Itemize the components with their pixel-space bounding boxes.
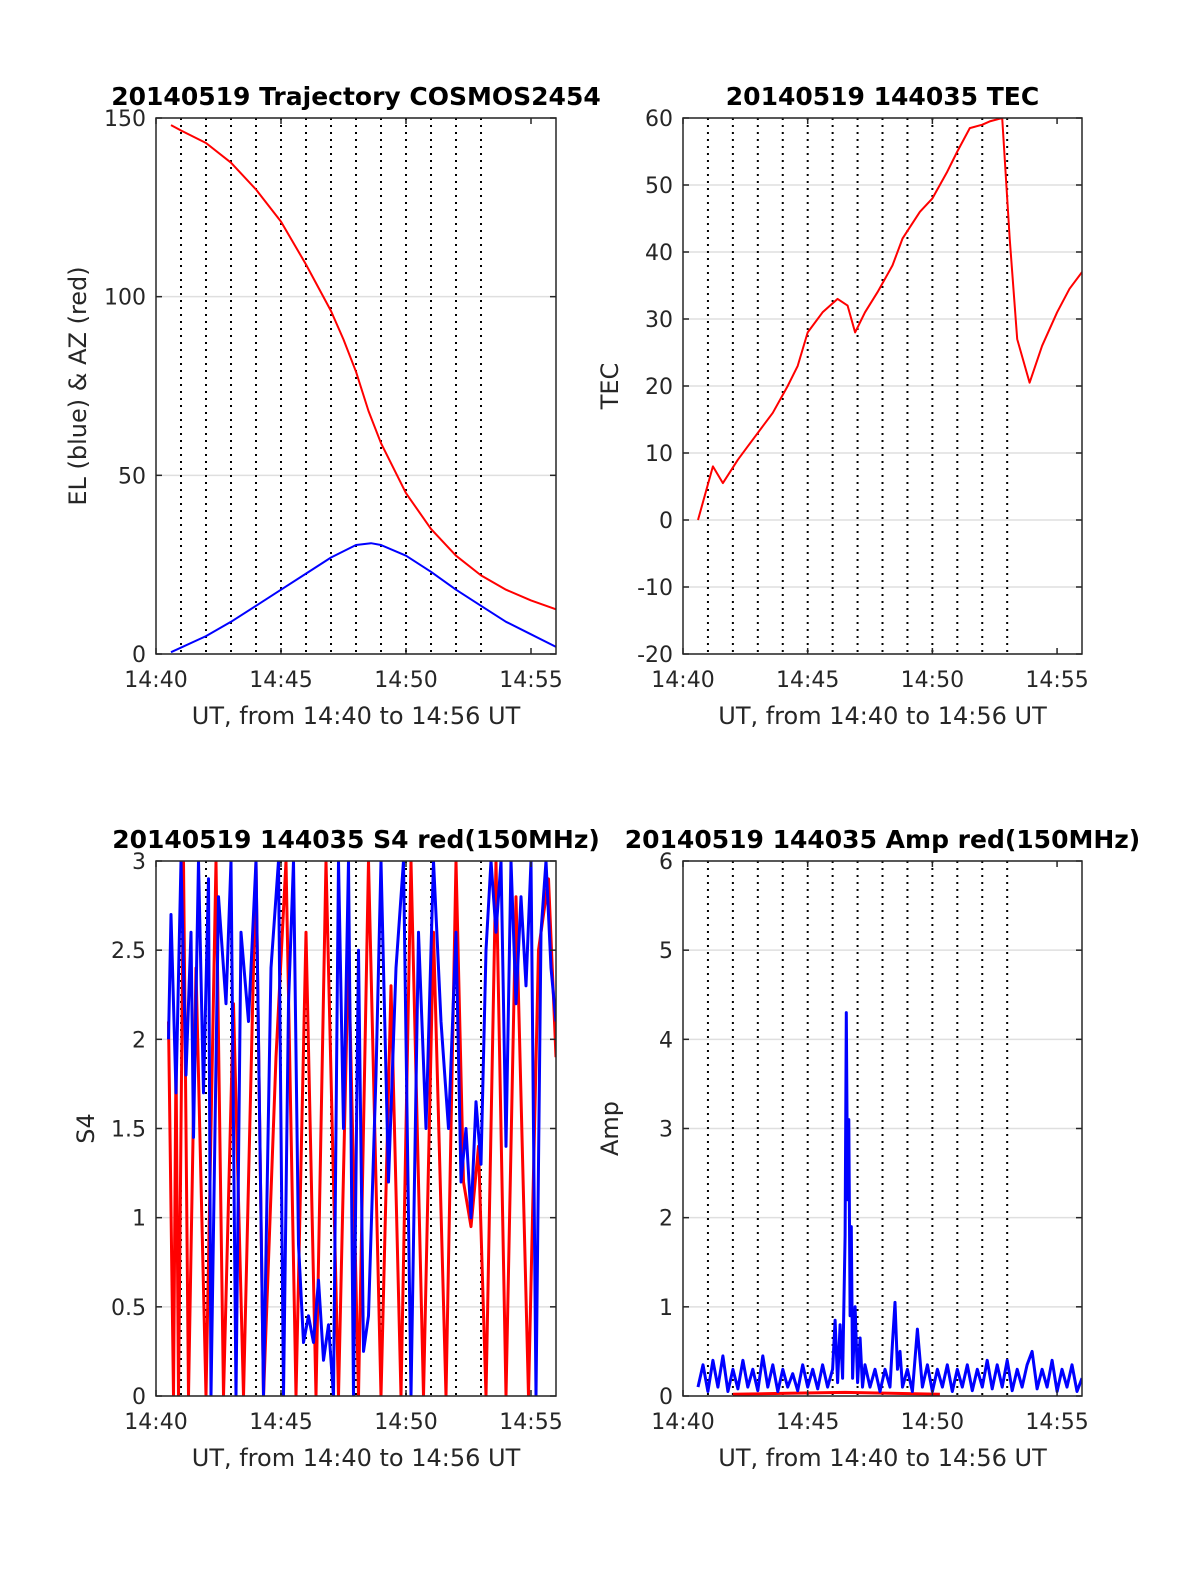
y-axis-label: EL (blue) & AZ (red)	[64, 266, 92, 505]
x-tick-label: 14:40	[124, 668, 187, 693]
x-tick-label: 14:45	[249, 668, 312, 693]
y-tick-label: 2	[132, 1028, 146, 1053]
series-line-1	[167, 861, 556, 1396]
y-tick-label: 1.5	[111, 1118, 146, 1143]
x-tick-label: 14:45	[776, 668, 839, 693]
x-tick-label: 14:55	[1025, 1410, 1088, 1435]
panel-s4: 14:40 14:45 14:50 14:55 0 0.5 1 1.5 2 2.5 32014051…	[72, 825, 600, 1472]
y-tick-label: 4	[659, 1028, 673, 1053]
x-axis-label: UT, from 14:40 to 14:56 UT	[718, 702, 1047, 730]
panel-title: 20140519 144035 Amp red(150MHz)	[625, 825, 1141, 854]
y-tick-label: 0.5	[111, 1296, 146, 1321]
x-tick-label: 14:55	[499, 668, 562, 693]
panel-title: 20140519 Trajectory COSMOS2454	[111, 82, 601, 111]
x-axis-label: UT, from 14:40 to 14:56 UT	[718, 1444, 1047, 1472]
y-tick-label: -10	[637, 576, 673, 601]
x-tick-label: 14:55	[1025, 668, 1088, 693]
y-tick-label: 50	[645, 174, 673, 199]
x-tick-label: 14:40	[124, 1410, 187, 1435]
y-axis-label: TEC	[596, 363, 624, 411]
x-tick-label: 14:45	[776, 1410, 839, 1435]
y-tick-label: 2	[659, 1207, 673, 1232]
y-tick-label: 1	[132, 1207, 146, 1232]
series-line-0	[732, 1390, 940, 1396]
series-group	[170, 124, 556, 654]
x-tick-label: 14:45	[249, 1410, 312, 1435]
y-tick-label: 0	[132, 643, 146, 668]
y-axis-label: Amp	[596, 1101, 624, 1156]
x-tick-label: 14:50	[901, 1410, 964, 1435]
series-group	[697, 118, 1082, 521]
y-tick-label: 0	[659, 509, 673, 534]
y-tick-label: 40	[645, 241, 673, 266]
y-tick-label: 0	[659, 1385, 673, 1410]
series-line-1	[170, 542, 556, 654]
panel-title: 20140519 144035 S4 red(150MHz)	[112, 825, 600, 854]
y-tick-label: 10	[645, 442, 673, 467]
y-tick-label: -20	[637, 643, 673, 668]
panel-title: 20140519 144035 TEC	[726, 82, 1039, 111]
y-tick-label: 60	[645, 107, 673, 132]
y-tick-label: 3	[132, 850, 146, 875]
y-tick-label: 2.5	[111, 939, 146, 964]
y-tick-label: 6	[659, 850, 673, 875]
y-tick-label: 50	[118, 464, 146, 489]
y-tick-label: 0	[132, 1385, 146, 1410]
x-tick-label: 14:50	[374, 668, 437, 693]
series-group	[167, 861, 556, 1396]
y-tick-label: 100	[104, 286, 146, 311]
y-tick-label: 5	[659, 939, 673, 964]
y-tick-label: 3	[659, 1118, 673, 1143]
series-line-1	[696, 1011, 1082, 1393]
series-line-0	[170, 124, 556, 611]
panel-tec: 14:40 14:45 14:50 14:55 -20 -10 0 10 20 30 40 50 60 2…	[596, 82, 1089, 730]
x-tick-label: 14:55	[499, 1410, 562, 1435]
series-group	[696, 1011, 1082, 1396]
x-axis-label: UT, from 14:40 to 14:56 UT	[192, 702, 521, 730]
y-tick-label: 1	[659, 1296, 673, 1321]
x-axis-label: UT, from 14:40 to 14:56 UT	[192, 1444, 521, 1472]
y-tick-label: 150	[104, 107, 146, 132]
y-axis-label: S4	[72, 1113, 100, 1144]
y-tick-label: 20	[645, 375, 673, 400]
x-tick-label: 14:50	[374, 1410, 437, 1435]
axes-box	[155, 117, 557, 655]
y-tick-label: 30	[645, 308, 673, 333]
x-tick-label: 14:40	[651, 668, 714, 693]
series-line-0	[697, 118, 1082, 521]
x-tick-label: 14:50	[901, 668, 964, 693]
x-tick-label: 14:40	[651, 1410, 714, 1435]
